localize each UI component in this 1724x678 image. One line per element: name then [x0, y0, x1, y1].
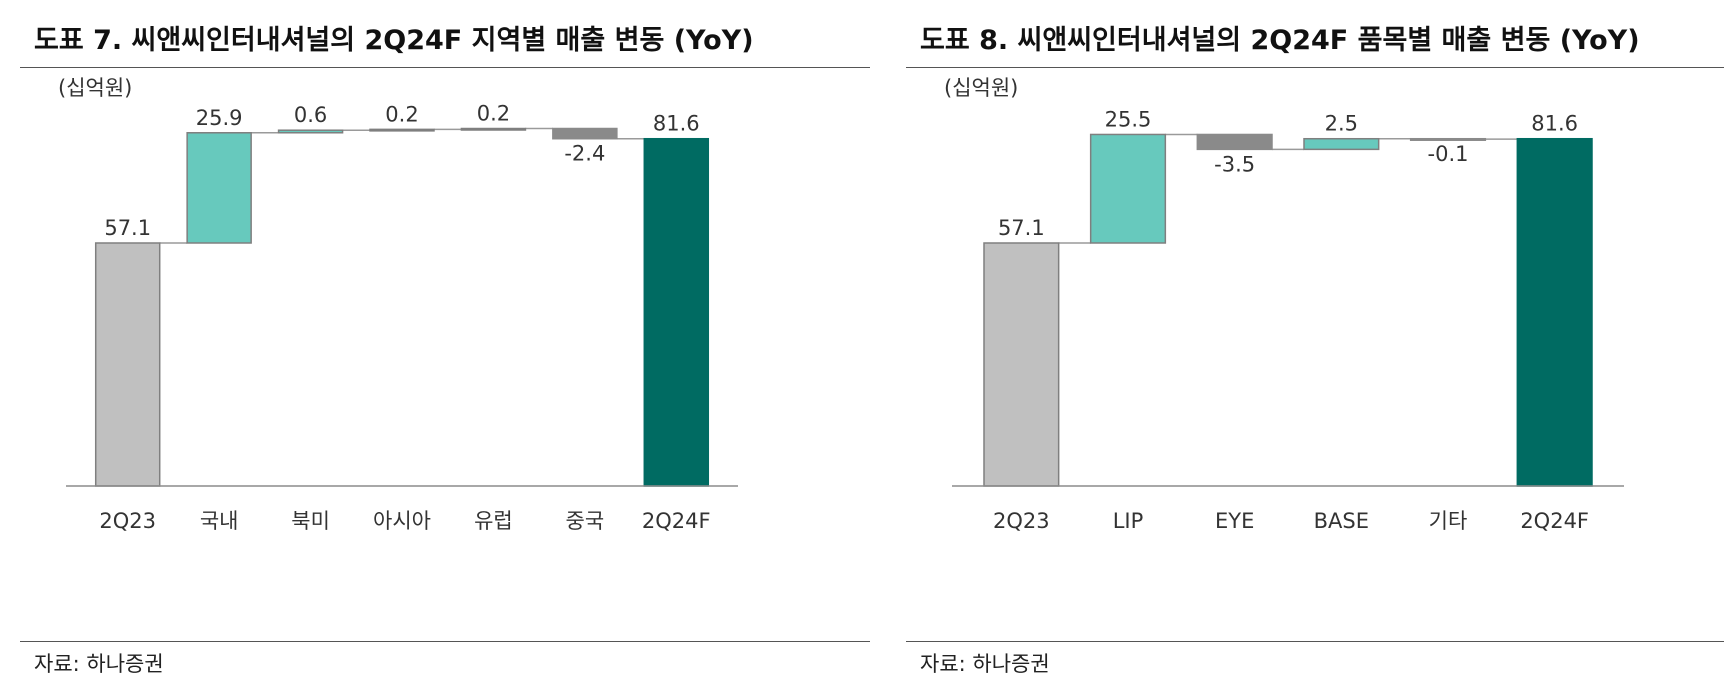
- data-label: 0.2: [385, 102, 418, 126]
- x-tick-label: LIP: [1113, 509, 1144, 533]
- chart-panel-region: 도표 7. 씨앤씨인터내셔널의 2Q24F 지역별 매출 변동 (YoY) (십…: [20, 0, 870, 676]
- bar-0: [94, 242, 161, 487]
- bar-0: [983, 242, 1060, 487]
- x-tick-label: 2Q23: [993, 509, 1050, 533]
- data-label: 81.6: [653, 112, 700, 136]
- source-note: 자료: 하나증권: [34, 652, 164, 676]
- bar-2: [277, 129, 344, 134]
- bar-1: [186, 132, 252, 244]
- bar-5: [1516, 137, 1593, 487]
- data-label: -0.1: [1428, 142, 1469, 166]
- data-label: 57.1: [104, 216, 151, 240]
- bar-3: [1303, 137, 1380, 151]
- x-tick-label: 2Q23: [99, 509, 156, 533]
- data-label: 81.6: [1531, 112, 1578, 136]
- x-tick-label: 아시아: [373, 509, 431, 533]
- source-divider: [20, 641, 870, 642]
- x-tick-label: 북미: [291, 509, 330, 533]
- x-tick-label: 2Q24F: [642, 509, 711, 533]
- bar-5: [552, 127, 618, 140]
- chart-title: 도표 8. 씨앤씨인터내셔널의 2Q24F 품목별 매출 변동 (YoY): [920, 25, 1640, 56]
- data-label: -3.5: [1214, 152, 1255, 176]
- bar-4: [1409, 137, 1487, 141]
- chart-panel-category: 도표 8. 씨앤씨인터내셔널의 2Q24F 품목별 매출 변동 (YoY) (십…: [906, 0, 1724, 676]
- source-divider: [906, 641, 1724, 642]
- data-label: 25.9: [196, 106, 243, 130]
- unit-label: (십억원): [944, 76, 1018, 100]
- source-note: 자료: 하나증권: [920, 652, 1050, 676]
- data-label: 25.5: [1105, 107, 1152, 131]
- x-tick-label: 중국: [566, 509, 605, 533]
- x-tick-label: 유럽: [474, 509, 513, 533]
- title-divider: [20, 67, 870, 68]
- bar-3: [369, 128, 435, 132]
- title-divider: [906, 67, 1724, 68]
- bar-1: [1089, 133, 1167, 244]
- x-tick-label: EYE: [1215, 509, 1254, 533]
- bar-6: [643, 137, 710, 487]
- data-label: 57.1: [998, 216, 1045, 240]
- x-tick-label: 국내: [200, 509, 239, 533]
- unit-label: (십억원): [58, 76, 132, 100]
- x-tick-label: 2Q24F: [1520, 509, 1589, 533]
- x-tick-label: BASE: [1314, 509, 1369, 533]
- waterfall-chart-region: (십억원) 57.1 2Q23 25.9 국내 0.6 북미 0.2 아시아 0.2 유럽 -2.4 중…: [58, 76, 738, 533]
- bar-2: [1196, 133, 1273, 151]
- waterfall-chart-category: (십억원) 57.1 2Q23 25.5 LIP -3.5 EYE 2.5 BASE -0.1 기타…: [944, 76, 1624, 533]
- chart-title: 도표 7. 씨앤씨인터내셔널의 2Q24F 지역별 매출 변동 (YoY): [34, 25, 754, 56]
- data-label: 2.5: [1325, 112, 1358, 136]
- data-label: 0.6: [294, 103, 327, 127]
- data-label: -2.4: [564, 142, 605, 166]
- data-label: 0.2: [477, 102, 510, 126]
- x-tick-label: 기타: [1429, 509, 1468, 533]
- bar-4: [460, 127, 527, 131]
